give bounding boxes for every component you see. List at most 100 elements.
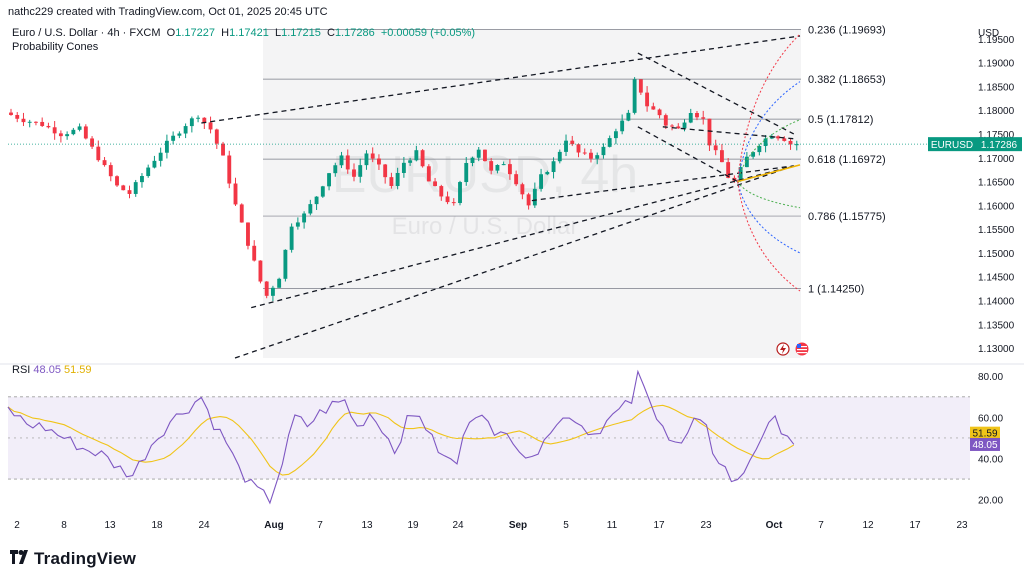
candle-down bbox=[426, 166, 431, 182]
candle-down bbox=[483, 149, 487, 162]
candle-down bbox=[9, 112, 13, 115]
candle-down bbox=[227, 155, 232, 184]
price-tag-symbol-bg bbox=[928, 137, 976, 152]
candle-down bbox=[21, 118, 26, 123]
candle-up bbox=[763, 138, 768, 147]
rsi-tick-label: 60.00 bbox=[978, 413, 1003, 424]
rsi-tick-label: 80.00 bbox=[978, 372, 1003, 383]
candle-down bbox=[252, 245, 257, 261]
candle-down bbox=[676, 126, 681, 129]
change-value: +0.00059 (+0.05%) bbox=[380, 27, 476, 39]
candle-down bbox=[15, 114, 20, 119]
candle-down bbox=[345, 155, 350, 170]
time-tick-label: 11 bbox=[607, 520, 618, 531]
candle-up bbox=[77, 126, 82, 130]
candle-down bbox=[445, 196, 450, 203]
candle-up bbox=[283, 249, 288, 279]
cone-upper-band bbox=[737, 81, 801, 182]
candle-up bbox=[495, 164, 500, 171]
candle-down bbox=[576, 144, 581, 153]
candle-down bbox=[670, 125, 674, 127]
candle-down bbox=[638, 79, 643, 93]
tradingview-logo[interactable]: TradingView bbox=[10, 549, 136, 569]
candle-up bbox=[545, 172, 550, 175]
ohlc-line: Euro / U.S. Dollar · 4h · FXCM O1.17227 … bbox=[12, 27, 475, 39]
candle-down bbox=[121, 185, 126, 191]
time-tick-label: 7 bbox=[818, 520, 824, 531]
candle-down bbox=[726, 162, 731, 178]
fib-region bbox=[263, 30, 801, 358]
fib-label: 0.236 (1.19693) bbox=[808, 25, 886, 37]
candle-up bbox=[557, 151, 562, 162]
time-tick-label: 13 bbox=[104, 520, 116, 531]
price-tag-value: 1.17286 bbox=[981, 140, 1018, 151]
candle-up bbox=[364, 153, 369, 166]
candle-down bbox=[657, 109, 662, 116]
price-tick-label: 1.17000 bbox=[978, 154, 1015, 165]
candle-down bbox=[383, 164, 388, 178]
candle-down bbox=[451, 202, 456, 204]
candle-up bbox=[470, 157, 475, 163]
brand-name: TradingView bbox=[34, 549, 137, 568]
candle-up bbox=[607, 138, 612, 147]
candle-up bbox=[501, 164, 506, 166]
candle-up bbox=[152, 160, 157, 168]
currency-label: USD bbox=[978, 28, 1000, 39]
symbol-line[interactable]: Euro / U.S. Dollar · 4h · FXCM bbox=[12, 27, 161, 39]
candle-up bbox=[339, 155, 344, 166]
indicator-label[interactable]: Probability Cones bbox=[12, 41, 99, 53]
rsi-value-tag-bg bbox=[970, 437, 1000, 451]
trendline bbox=[637, 126, 738, 183]
time-tick-label: 19 bbox=[407, 520, 419, 531]
high-value: 1.17421 bbox=[229, 27, 269, 39]
credit-line: nathc229 created with TradingView.com, O… bbox=[8, 6, 328, 18]
candle-up bbox=[289, 226, 294, 250]
trendline bbox=[637, 52, 795, 135]
candle-down bbox=[788, 140, 793, 145]
candle-up bbox=[183, 126, 188, 134]
candle-down bbox=[214, 129, 219, 144]
candle-down bbox=[701, 117, 706, 119]
candle-up bbox=[177, 133, 182, 136]
trendline bbox=[531, 165, 794, 202]
candle-up bbox=[408, 160, 413, 163]
candle-down bbox=[102, 160, 107, 166]
candle-down bbox=[352, 169, 356, 177]
close-label: C bbox=[326, 27, 335, 39]
candle-up bbox=[171, 135, 176, 141]
us-flag-stripe bbox=[797, 346, 807, 348]
time-tick-label: 2 bbox=[14, 520, 20, 531]
cone-upper-band bbox=[737, 33, 801, 182]
candle-down bbox=[526, 194, 531, 206]
candle-up bbox=[71, 129, 76, 135]
rsi-ma-tag-bg bbox=[970, 426, 1000, 440]
candle-down bbox=[695, 113, 699, 118]
price-tick-label: 1.18000 bbox=[978, 106, 1015, 117]
candle-up bbox=[140, 176, 144, 183]
price-tick-label: 1.13000 bbox=[978, 344, 1015, 355]
candle-up bbox=[65, 134, 70, 137]
candle-down bbox=[420, 150, 425, 167]
time-tick-label: 17 bbox=[653, 520, 665, 531]
fib-label: 1 (1.14250) bbox=[808, 284, 864, 296]
candle-up bbox=[595, 155, 600, 159]
high-label: H bbox=[221, 27, 230, 39]
candle-down bbox=[233, 183, 238, 205]
candle-up bbox=[738, 167, 743, 181]
candle-down bbox=[782, 138, 787, 141]
candle-up bbox=[744, 156, 749, 168]
candle-up bbox=[626, 112, 631, 121]
candle-down bbox=[258, 260, 263, 282]
trendline bbox=[662, 126, 794, 140]
candle-down bbox=[663, 115, 668, 126]
candle-up bbox=[270, 287, 275, 296]
price-tag-value-bg bbox=[976, 137, 1022, 152]
rsi-header[interactable]: RSI 48.05 51.59 bbox=[12, 364, 92, 376]
candle-down bbox=[582, 152, 587, 154]
candle-down bbox=[115, 176, 119, 186]
price-tag: EURUSD 1.17286 bbox=[928, 137, 1022, 152]
candle-up bbox=[682, 122, 687, 129]
candle-down bbox=[40, 121, 45, 126]
time-tick-label: 5 bbox=[563, 520, 569, 531]
